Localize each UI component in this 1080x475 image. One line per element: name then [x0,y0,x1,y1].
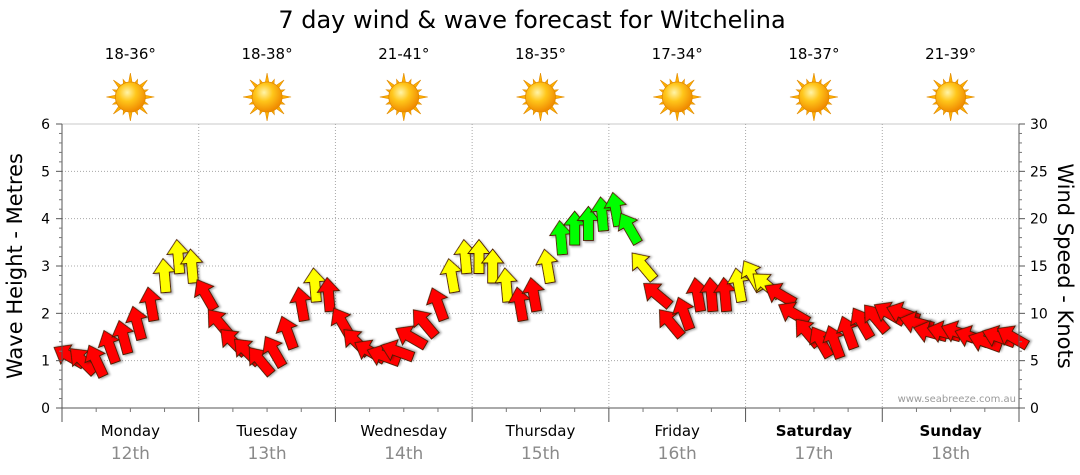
day-name: Friday [654,422,700,440]
wind-arrow [84,344,109,379]
left-tick-label: 3 [41,259,50,275]
wind-arrow [275,315,299,351]
wind-arrow [262,335,288,370]
wind-arrow [521,276,546,313]
wind-arrow [822,325,846,360]
wind-arrow [97,329,121,365]
left-tick-label: 2 [41,306,50,322]
day-name: Sunday [919,422,982,440]
left-axis: 0 1 2 3 4 5 6 [41,117,63,417]
right-tick-label: 0 [1030,401,1039,417]
wind-arrow [125,305,149,342]
day-date: 15th [521,444,560,464]
left-tick-label: 6 [41,117,50,133]
chart-title: 7 day wind & wave forecast for Witchelin… [278,6,785,34]
right-axis: 0 5 10 15 20 25 30 [1018,117,1048,417]
wind-arrow [480,248,505,284]
wind-arrow [289,286,313,323]
left-tick-label: 1 [41,354,50,370]
sun-icon [243,72,292,122]
wind-arrow [494,267,518,303]
wind-arrow [412,309,440,340]
left-tick-label: 5 [41,164,50,180]
y-axis-label-left: Wave Height - Metres [3,153,27,379]
right-tick-label: 15 [1030,259,1048,275]
wind-arrow [617,212,643,246]
sun-icon [516,72,565,122]
left-tick-label: 0 [41,401,50,417]
wind-arrow [643,283,674,310]
day-date: 16th [658,444,697,464]
temperature-range: 17-34° [652,45,703,63]
weather-row: 18-36° 18-38° 21-41° 18-35° 17-34° 18-37° 21-3… [105,45,976,122]
wind-arrow [179,248,204,284]
day-name: Tuesday [236,422,298,440]
right-tick-label: 25 [1030,164,1048,180]
wind-arrow [316,276,341,313]
sun-icon [789,72,838,122]
wind-arrow [380,339,416,363]
day-name: Saturday [776,422,853,440]
temperature-range: 18-37° [788,45,839,63]
x-axis: Monday 12th Tuesday 13th Wednesday 14th Thursd… [61,407,1020,464]
right-tick-label: 30 [1030,117,1048,133]
wind-arrow [111,319,135,356]
wind-arrows [53,191,1031,379]
day-name: Wednesday [360,422,447,440]
day-date: 14th [384,444,423,464]
right-tick-label: 10 [1030,306,1048,322]
wind-arrow [996,325,1031,351]
plot-area: www.seabreeze.com.au [53,123,1031,409]
right-tick-label: 5 [1030,354,1039,370]
day-name: Thursday [505,422,576,440]
sun-icon [379,72,428,122]
left-tick-label: 4 [41,212,50,228]
day-date: 17th [794,444,833,464]
wind-arrow [439,258,463,294]
wind-arrow [631,252,659,283]
day-date: 13th [248,444,287,464]
temperature-range: 18-36° [105,45,156,63]
day-name: Monday [101,422,160,440]
right-tick-label: 20 [1030,212,1048,228]
wind-arrow [672,296,696,332]
wind-arrow [193,279,220,313]
wind-arrow [395,325,429,351]
wind-arrow [425,287,450,323]
watermark: www.seabreeze.com.au [898,394,1016,405]
sun-icon [926,72,975,122]
y-axis-label-right: Wind Speed - Knots [1053,163,1077,368]
wind-arrow [535,248,559,285]
sun-icon [106,72,155,122]
temperature-range: 18-35° [515,45,566,63]
day-date: 12th [111,444,150,464]
temperature-range: 21-39° [925,45,976,63]
temperature-range: 21-41° [378,45,429,63]
temperature-range: 18-38° [242,45,293,63]
wind-arrow [138,286,163,323]
sun-icon [653,72,702,122]
wind-arrow [659,309,686,340]
day-date: 18th [931,444,970,464]
